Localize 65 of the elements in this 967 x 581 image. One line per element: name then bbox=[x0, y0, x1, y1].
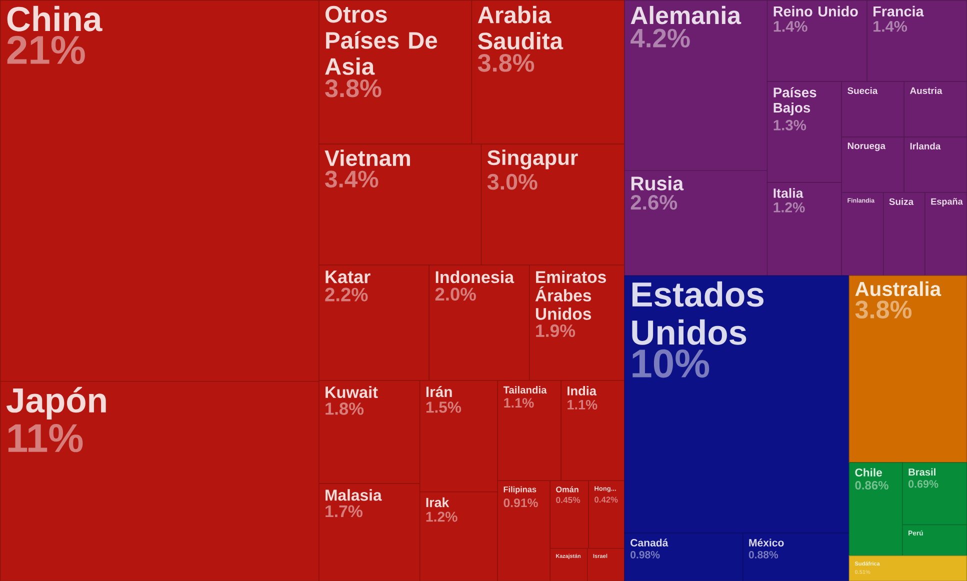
category-label: Malasia bbox=[326, 489, 382, 501]
data-label: 11% bbox=[8, 424, 83, 452]
data-label: 1.1% bbox=[504, 398, 534, 408]
category-label: Kuwait bbox=[326, 386, 378, 398]
category-label: España bbox=[931, 198, 963, 206]
category-label: Arabia Saudita bbox=[478, 6, 564, 50]
category-label: Estados Unidos bbox=[632, 281, 764, 345]
category-label: Japón bbox=[6, 386, 106, 420]
data-label: 21% bbox=[7, 36, 85, 64]
category-label: Brasil bbox=[908, 468, 936, 476]
data-label: 0.88% bbox=[748, 550, 778, 558]
category-label: Francia bbox=[874, 6, 924, 16]
data-label: 1.1% bbox=[568, 400, 598, 410]
data-label: 0.98% bbox=[630, 550, 660, 558]
category-label: Chile bbox=[855, 468, 882, 476]
data-label: 1.4% bbox=[774, 20, 808, 32]
category-label: Reino Unido bbox=[774, 6, 858, 16]
data-label: 0.69% bbox=[908, 480, 938, 488]
data-label: 10% bbox=[632, 349, 710, 378]
category-label: Irlanda bbox=[910, 142, 941, 150]
data-label: 1.3% bbox=[774, 120, 806, 130]
data-label: 3.8% bbox=[855, 300, 912, 318]
category-label: Otros Países De Asia bbox=[325, 6, 438, 75]
data-label: 0.45% bbox=[556, 496, 580, 503]
data-label: 1.8% bbox=[326, 402, 364, 415]
data-label: 1.9% bbox=[536, 324, 576, 337]
data-label: 4.2% bbox=[630, 28, 690, 48]
data-label: 1.5% bbox=[426, 402, 462, 413]
category-label: India bbox=[568, 386, 597, 396]
data-label: 1.4% bbox=[874, 20, 908, 32]
data-label: 3.0% bbox=[487, 174, 538, 190]
category-label: Indonesia bbox=[436, 270, 514, 284]
category-label: Rusia bbox=[631, 176, 684, 190]
data-label: 3.8% bbox=[478, 54, 534, 72]
data-label: 1.2% bbox=[426, 512, 458, 522]
data-label: 0.42% bbox=[594, 496, 618, 502]
category-label: Países Bajos bbox=[774, 86, 816, 116]
category-label: Emiratos Árabes Unidos bbox=[535, 270, 606, 320]
category-label: China bbox=[7, 6, 102, 32]
category-label: Omán bbox=[556, 486, 578, 492]
data-label: 0.86% bbox=[855, 480, 888, 490]
data-label: 1.7% bbox=[326, 505, 362, 518]
category-label: Suecia bbox=[848, 86, 878, 94]
category-label: Alemania bbox=[630, 6, 742, 24]
category-label: Austria bbox=[910, 86, 942, 94]
category-label: Singapur bbox=[487, 150, 578, 170]
category-label: Katar bbox=[326, 270, 370, 284]
data-label: 2.0% bbox=[435, 288, 476, 301]
category-label: Tailandia bbox=[503, 386, 547, 394]
category-label: Irak bbox=[426, 497, 450, 508]
data-label: 2.6% bbox=[630, 194, 678, 210]
data-label: 3.8% bbox=[325, 79, 382, 98]
category-label: México bbox=[749, 538, 784, 546]
data-label: 3.4% bbox=[325, 170, 378, 188]
category-label: Filipinas bbox=[504, 486, 536, 494]
category-label: Suiza bbox=[889, 198, 914, 205]
data-label: 2.2% bbox=[325, 288, 368, 302]
category-label: Noruega bbox=[848, 142, 886, 151]
category-label: Canadá bbox=[630, 538, 668, 546]
data-label: 1.2% bbox=[774, 202, 805, 212]
category-label: Irán bbox=[426, 386, 452, 397]
data-label: 0.91% bbox=[504, 498, 538, 508]
category-label: Australia bbox=[855, 281, 942, 296]
category-label: Vietnam bbox=[324, 150, 410, 166]
category-label: Italia bbox=[774, 188, 804, 198]
